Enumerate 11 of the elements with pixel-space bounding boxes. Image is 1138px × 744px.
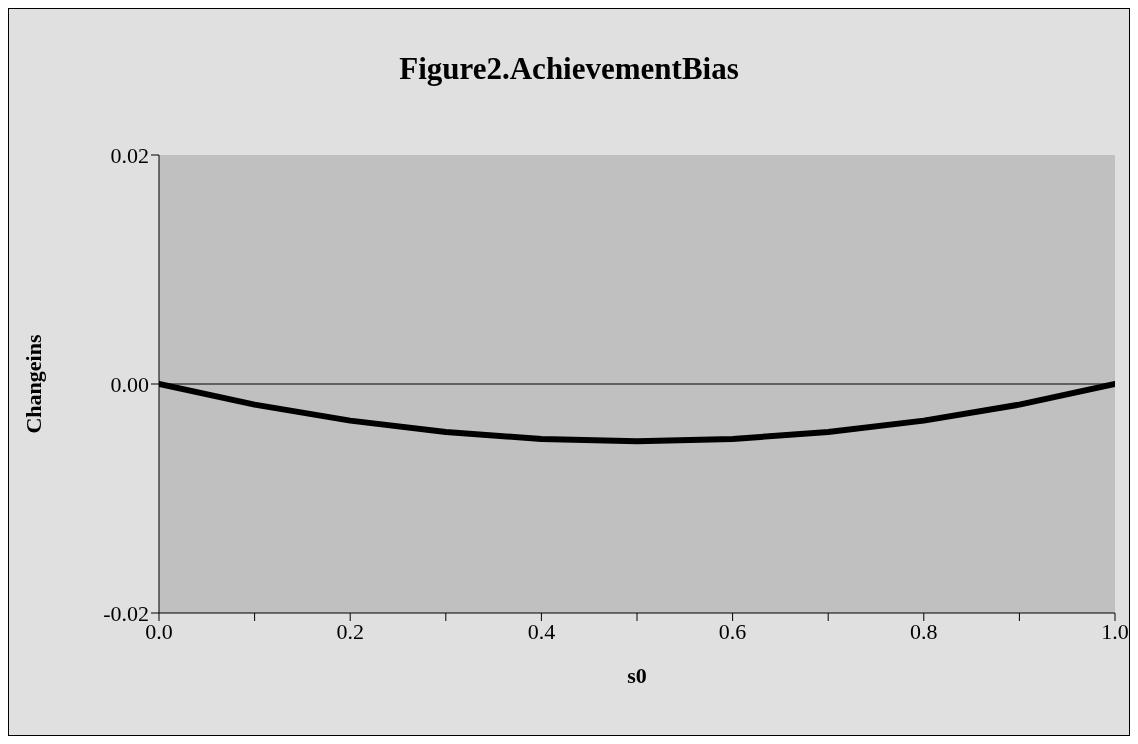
- y-tick-label: 0.00: [110, 371, 149, 397]
- y-tick-label: -0.02: [103, 600, 149, 626]
- x-axis-title: s0: [627, 663, 647, 688]
- x-tick-label: 1.0: [1101, 618, 1129, 644]
- x-tick-label: 0.2: [336, 618, 364, 644]
- y-tick-label: 0.02: [110, 142, 149, 168]
- x-tick-label: 0.8: [910, 618, 938, 644]
- chart-title: Figure2.AchievementBias: [398, 51, 740, 87]
- x-tick-label: 0.6: [718, 618, 747, 644]
- x-tick-label: 0.4: [527, 618, 556, 644]
- y-axis-title: Changeins: [20, 334, 46, 434]
